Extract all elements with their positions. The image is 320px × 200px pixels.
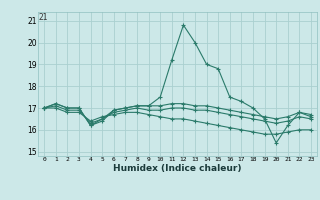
Text: 21: 21 <box>38 13 48 22</box>
X-axis label: Humidex (Indice chaleur): Humidex (Indice chaleur) <box>113 164 242 173</box>
